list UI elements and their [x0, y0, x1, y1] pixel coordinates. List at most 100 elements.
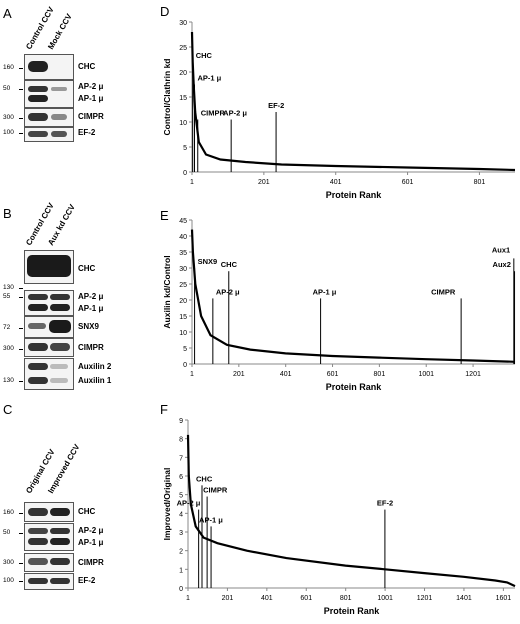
marker-label: SNX9 [198, 257, 218, 266]
band-label-C-chc: CHC [78, 507, 96, 516]
blot-A-cimpr [24, 108, 74, 127]
x-tick-label: 1201 [417, 595, 433, 602]
panel-letter-F: F [160, 402, 168, 417]
mw-tick [19, 513, 23, 514]
blot-B-auxilin [24, 358, 74, 390]
blot-C-chc [24, 502, 74, 522]
y-tick-label: 25 [179, 45, 187, 52]
blot-B-snx9 [24, 316, 74, 338]
y-tick-label: 6 [179, 474, 183, 481]
y-tick-label: 10 [179, 330, 187, 337]
y-tick-label: 15 [179, 314, 187, 321]
mw-tick [19, 381, 23, 382]
marker-label: AP-1 μ [313, 287, 337, 296]
marker-label: AP-2 μ [223, 109, 247, 118]
y-tick-label: 7 [179, 455, 183, 462]
x-axis-label: Protein Rank [326, 190, 383, 200]
x-tick-label: 601 [402, 179, 414, 186]
y-tick-label: 5 [183, 346, 187, 353]
x-tick-label: 1001 [377, 595, 393, 602]
band-label-B-cimpr: CIMPR [78, 343, 104, 352]
y-tick-label: 0 [179, 586, 183, 593]
panel-letter-C: C [3, 402, 13, 417]
mw-C-50: 50 [3, 529, 11, 536]
marker-label: EF-2 [268, 101, 284, 110]
y-tick-label: 9 [179, 418, 183, 425]
y-tick-label: 20 [179, 70, 187, 77]
y-tick-label: 35 [179, 250, 187, 257]
y-tick-label: 45 [179, 218, 187, 225]
x-tick-label: 1 [190, 371, 194, 378]
band-label-C-cimpr: CIMPR [78, 558, 104, 567]
blot-B-ap [24, 290, 74, 316]
rank-curve [190, 31, 516, 172]
band-label-C-ap2: AP-2 μ [78, 526, 104, 535]
marker-label: CIMPR [201, 109, 226, 118]
band-label-B-chc: CHC [78, 264, 96, 273]
x-tick-label: 401 [261, 595, 273, 602]
mw-tick [19, 581, 23, 582]
band-label-A-ap2: AP-2 μ [78, 82, 104, 91]
marker-label: Aux1 [492, 245, 510, 254]
x-tick-label: 1 [186, 595, 190, 602]
panel-letter-D: D [160, 4, 170, 19]
panel-letter-B: B [3, 206, 12, 221]
x-tick-label: 801 [374, 371, 386, 378]
marker-label: CHC [196, 474, 213, 483]
x-axis-label: Protein Rank [324, 606, 381, 616]
mw-tick [19, 328, 23, 329]
marker-label: AP-2 μ [177, 499, 201, 508]
y-tick-label: 40 [179, 234, 187, 241]
x-tick-label: 601 [300, 595, 312, 602]
band-label-A-ef2: EF-2 [78, 128, 96, 137]
mw-A-300: 300 [3, 114, 14, 121]
mw-tick [19, 68, 23, 69]
x-tick-label: 601 [327, 371, 339, 378]
marker-label: AP-1 μ [198, 74, 222, 83]
y-tick-label: 8 [179, 437, 183, 444]
mw-A-50: 50 [3, 85, 11, 92]
band-label-A-cimpr: CIMPR [78, 112, 104, 121]
y-tick-label: 30 [179, 266, 187, 273]
marker-label: CHC [196, 51, 213, 60]
blot-C-ef2 [24, 573, 74, 590]
x-tick-label: 801 [340, 595, 352, 602]
x-tick-label: 201 [222, 595, 234, 602]
blot-A-chc [24, 54, 74, 80]
band-label-C-ef2: EF-2 [78, 576, 96, 585]
mw-tick [19, 563, 23, 564]
chart-D: 0 5 10 15 20 25 30 1 201 401 601 801 Protein Rank Con… [162, 20, 516, 200]
y-tick-label: 0 [183, 170, 187, 177]
mw-A-100: 100 [3, 129, 14, 136]
x-axis-label: Protein Rank [326, 382, 383, 392]
y-tick-label: 4 [179, 511, 183, 518]
panel-letter-E: E [160, 208, 169, 223]
y-tick-label: 2 [179, 549, 183, 556]
x-tick-label: 1201 [465, 371, 481, 378]
mw-tick [19, 118, 23, 119]
mw-tick [19, 297, 23, 298]
y-axis-label: Auxilin kd/Control [162, 255, 172, 328]
x-tick-label: 201 [258, 179, 270, 186]
blot-C-cimpr [24, 553, 74, 572]
mw-B-130: 130 [3, 284, 14, 291]
marker-label: CIMPR [431, 287, 456, 296]
band-label-A-chc: CHC [78, 62, 96, 71]
y-axis-label: Control/Clathrin kd [162, 59, 172, 136]
x-tick-label: 1001 [418, 371, 434, 378]
mw-B-72: 72 [3, 324, 11, 331]
band-label-A-ap1: AP-1 μ [78, 94, 104, 103]
x-tick-label: 801 [474, 179, 486, 186]
blot-C-ap [24, 523, 74, 551]
y-axis-label: Improved/Original [162, 468, 172, 541]
x-tick-label: 401 [330, 179, 342, 186]
marker-label: AP-1 μ [199, 515, 223, 524]
y-tick-label: 20 [179, 298, 187, 305]
band-label-B-aux1: Auxilin 1 [78, 376, 112, 385]
rank-curve [186, 434, 516, 588]
mw-tick [19, 288, 23, 289]
mw-C-160: 160 [3, 509, 14, 516]
mw-B-130b: 130 [3, 377, 14, 384]
